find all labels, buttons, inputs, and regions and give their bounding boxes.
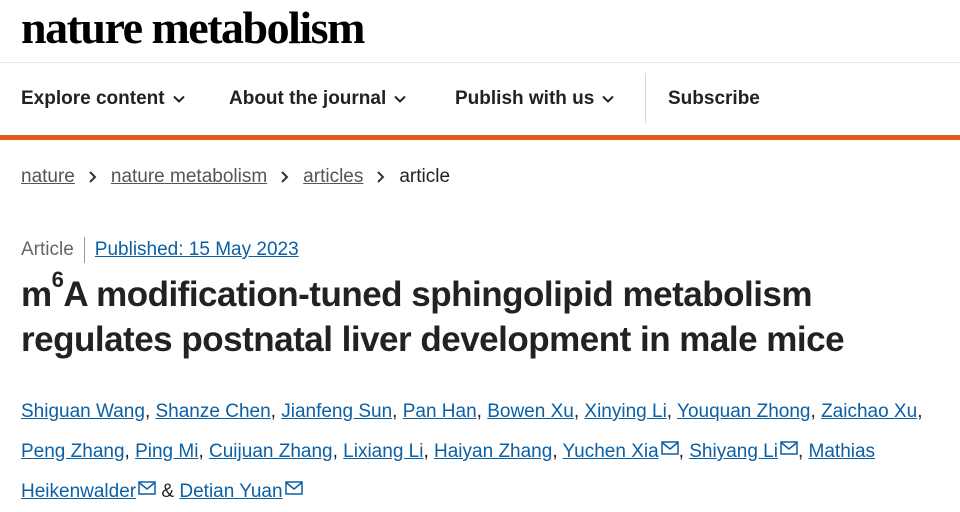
nav-about-journal[interactable]: About the journal: [229, 88, 406, 110]
author-separator: ,: [423, 441, 429, 462]
author-separator: ,: [124, 441, 130, 462]
brand-bar: nature metabolism: [0, 0, 960, 63]
author-link[interactable]: Detian Yuan: [179, 481, 283, 502]
author-link[interactable]: Bowen Xu: [487, 401, 574, 422]
chevron-right-icon: [377, 171, 385, 183]
author-link[interactable]: Lixiang Li: [343, 441, 424, 462]
author-line-3: Heikenwalder & Detian Yuan: [21, 472, 956, 512]
author-line-1: Shiguan Wang, Shanze Chen, Jianfeng Sun,…: [21, 392, 956, 432]
breadcrumb: nature nature metabolism articles articl…: [21, 166, 450, 188]
author-separator: ,: [917, 401, 923, 422]
nav-subscribe-label: Subscribe: [668, 88, 760, 109]
meta-divider: [83, 237, 85, 263]
chevron-right-icon: [281, 171, 289, 183]
author-link[interactable]: Shanze Chen: [155, 401, 271, 422]
author-link[interactable]: Yuchen Xia: [562, 441, 659, 462]
title-prefix: m: [21, 275, 52, 314]
nav-publish-label: Publish with us: [455, 88, 595, 109]
author-link[interactable]: Heikenwalder: [21, 481, 137, 502]
author-separator: ,: [476, 401, 482, 422]
author-link[interactable]: Cuijuan Zhang: [209, 441, 333, 462]
article-title: m6A modification-tuned sphingolipid meta…: [21, 269, 951, 362]
author-link[interactable]: Jianfeng Sun: [281, 401, 393, 422]
nav-about-label: About the journal: [229, 88, 387, 109]
breadcrumb-nature-metabolism[interactable]: nature metabolism: [110, 166, 268, 187]
title-superscript: 6: [51, 267, 64, 293]
author-link[interactable]: Pan Han: [402, 401, 477, 422]
nav-subscribe[interactable]: Subscribe: [668, 88, 760, 110]
author-link[interactable]: Shiguan Wang: [21, 401, 145, 422]
author-separator: ,: [198, 441, 204, 462]
article-meta: Article Published: 15 May 2023: [21, 237, 299, 263]
author-link[interactable]: Zaichao Xu: [821, 401, 918, 422]
author-separator: ,: [270, 401, 276, 422]
author-list: Shiguan Wang, Shanze Chen, Jianfeng Sun,…: [21, 392, 956, 512]
nav-divider: [645, 73, 646, 123]
mail-icon[interactable]: [284, 481, 303, 495]
nav-publish-with-us[interactable]: Publish with us: [455, 88, 615, 110]
author-link[interactable]: Youquan Zhong: [677, 401, 811, 422]
article-type: Article: [21, 239, 74, 260]
author-separator: ,: [666, 401, 673, 422]
main-nav: Explore content About the journal Publis…: [0, 63, 960, 140]
author-line-2: Peng Zhang, Ping Mi, Cuijuan Zhang, Lixi…: [21, 432, 956, 472]
chevron-down-icon: [602, 95, 615, 103]
author-link[interactable]: Ping Mi: [135, 441, 199, 462]
mail-icon[interactable]: [660, 441, 679, 455]
mail-icon[interactable]: [780, 441, 798, 455]
author-separator: ,: [678, 441, 684, 462]
author-ampersand: &: [161, 481, 175, 502]
breadcrumb-articles[interactable]: articles: [303, 166, 364, 187]
author-separator: ,: [392, 401, 398, 422]
title-rest: A modification-tuned sphingolipid metabo…: [21, 275, 845, 359]
author-separator: ,: [573, 401, 580, 422]
chevron-down-icon: [394, 95, 406, 103]
breadcrumb-nature[interactable]: nature: [21, 166, 75, 187]
mail-icon[interactable]: [138, 481, 156, 495]
author-link[interactable]: Peng Zhang: [21, 441, 125, 462]
author-link[interactable]: Xinying Li: [584, 401, 667, 422]
author-separator: ,: [810, 401, 816, 422]
published-date-link[interactable]: Published: 15 May 2023: [94, 239, 299, 260]
nav-explore-content[interactable]: Explore content: [21, 88, 185, 110]
chevron-right-icon: [89, 171, 97, 183]
journal-logo[interactable]: nature metabolism: [21, 2, 365, 53]
author-link[interactable]: Haiyan Zhang: [434, 441, 553, 462]
breadcrumb-current: article: [399, 166, 451, 187]
author-separator: ,: [144, 401, 151, 422]
chevron-down-icon: [172, 95, 185, 103]
author-link[interactable]: Mathias: [808, 441, 876, 462]
nav-explore-label: Explore content: [21, 88, 165, 109]
author-separator: ,: [797, 441, 804, 462]
author-separator: ,: [552, 441, 558, 462]
author-separator: ,: [332, 441, 338, 462]
author-link[interactable]: Shiyang Li: [689, 441, 778, 462]
